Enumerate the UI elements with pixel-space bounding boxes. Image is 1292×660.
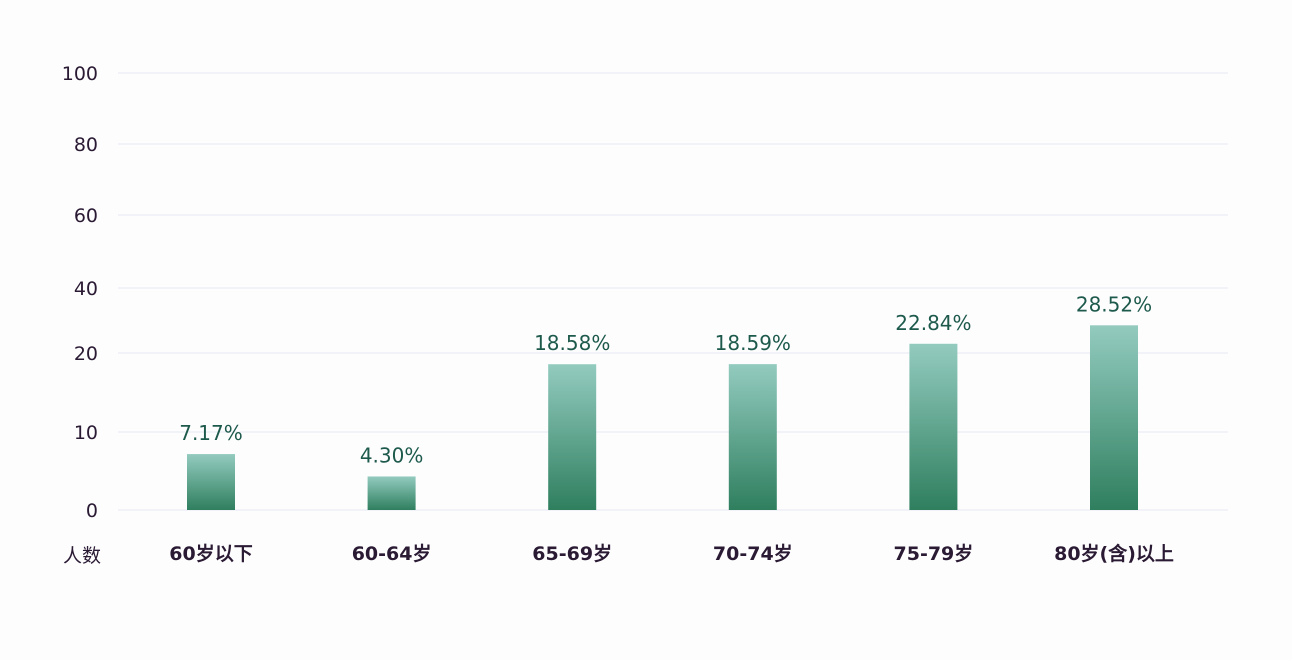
data-label: 22.84%: [895, 311, 971, 335]
x-axis-categories: 60岁以下 60-64岁 65-69岁 70-74岁 75-79岁 80岁(含)以上: [169, 542, 1174, 565]
data-label: 28.52%: [1076, 292, 1152, 316]
category-label: 70-74岁: [713, 542, 793, 565]
bar: [728, 364, 777, 510]
data-label: 18.58%: [534, 331, 610, 355]
data-labels: 7.17% 4.30% 18.58% 18.59% 22.84% 28.52%: [179, 292, 1152, 467]
bar: [367, 476, 416, 510]
y-tick-label: 20: [74, 343, 98, 365]
y-tick-label: 100: [62, 63, 98, 85]
bar: [548, 364, 597, 510]
y-tick-label: 60: [74, 205, 98, 227]
unit-label: 人数: [63, 545, 101, 567]
category-label: 60-64岁: [352, 542, 432, 565]
category-label: 65-69岁: [532, 542, 612, 565]
grid-lines: [118, 72, 1228, 511]
y-tick-label: 10: [74, 422, 98, 444]
category-label: 75-79岁: [894, 542, 974, 565]
bar: [187, 454, 235, 510]
bar: [909, 343, 958, 510]
y-tick-label: 40: [74, 278, 98, 300]
bar: [1090, 325, 1138, 510]
category-label: 60岁以下: [169, 542, 252, 565]
data-label: 18.59%: [715, 331, 791, 355]
y-axis-ticks: 0 10 20 40 60 80 100: [62, 63, 98, 522]
category-label: 80岁(含)以上: [1054, 542, 1174, 565]
data-label: 7.17%: [179, 421, 243, 445]
data-label: 4.30%: [360, 443, 424, 467]
y-tick-label: 0: [86, 500, 98, 522]
bars: [187, 325, 1138, 510]
y-tick-label: 80: [74, 134, 98, 156]
